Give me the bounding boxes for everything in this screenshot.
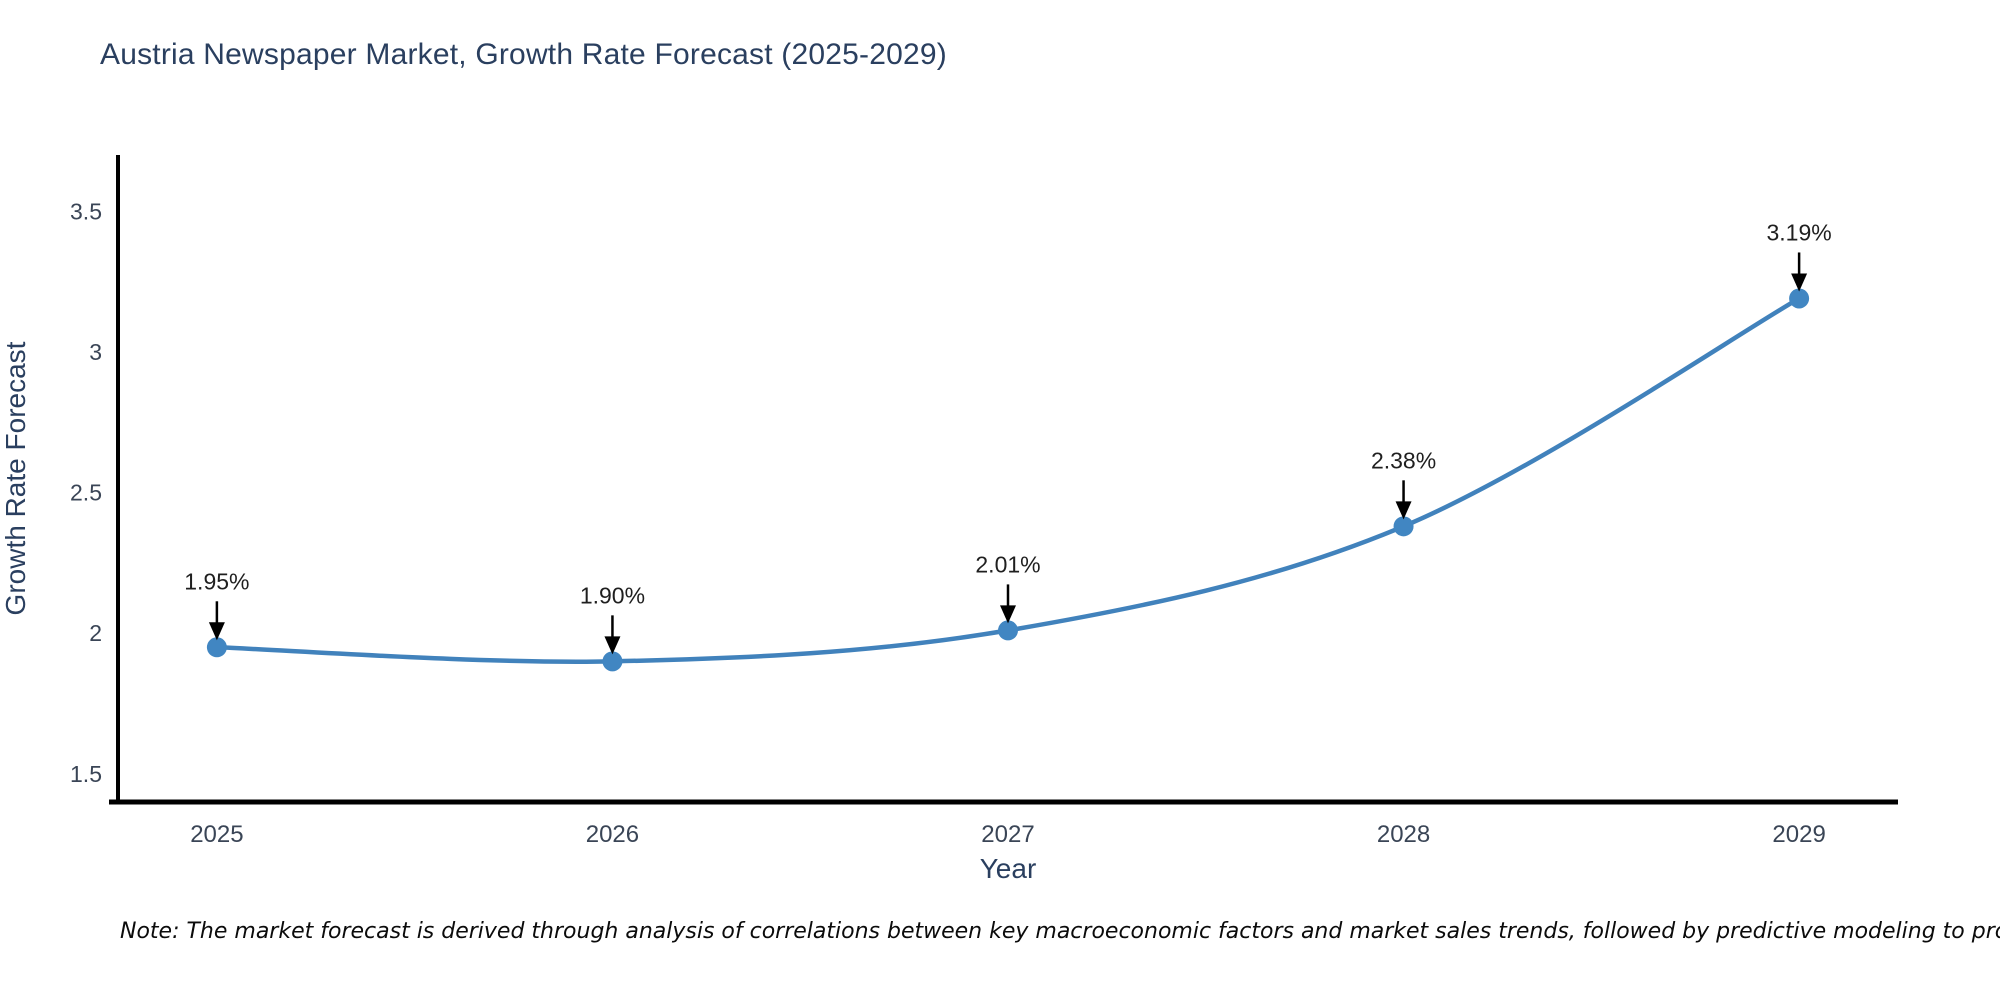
y-tick-label: 2 — [89, 620, 102, 646]
annotation-arrow-head — [1000, 605, 1016, 624]
data-point-label: 1.90% — [580, 582, 645, 608]
x-tick-label: 2027 — [981, 821, 1034, 848]
y-tick-label: 1.5 — [70, 761, 102, 787]
annotation-arrow-head — [1791, 273, 1808, 292]
annotation-arrow-head — [604, 636, 621, 655]
x-tick-label: 2026 — [586, 821, 639, 848]
x-axis-title: Year — [980, 853, 1037, 884]
data-point-marker — [998, 620, 1018, 641]
x-tick-label: 2028 — [1377, 821, 1430, 848]
data-point-label: 1.95% — [184, 568, 249, 594]
y-tick-label: 2.5 — [70, 480, 102, 506]
data-point-label: 2.01% — [975, 551, 1040, 577]
footnote: Note: The market forecast is derived thr… — [120, 919, 2000, 944]
data-point-marker — [206, 637, 227, 658]
data-point-label: 2.38% — [1371, 447, 1436, 473]
data-point-marker — [1789, 288, 1810, 309]
y-tick-label: 3.5 — [70, 198, 102, 224]
y-axis-title: Growth Rate Forecast — [0, 341, 31, 615]
x-tick-label: 2029 — [1772, 821, 1825, 848]
y-tick-label: 3 — [89, 339, 102, 365]
data-point-marker — [602, 651, 623, 672]
data-point-label: 3.19% — [1767, 219, 1832, 245]
x-tick-label: 2025 — [190, 821, 243, 848]
annotation-arrow-head — [1395, 501, 1412, 520]
annotation-arrow-head — [208, 622, 225, 641]
chart-title: Austria Newspaper Market, Growth Rate Fo… — [100, 38, 947, 71]
data-point-marker — [1393, 516, 1414, 537]
